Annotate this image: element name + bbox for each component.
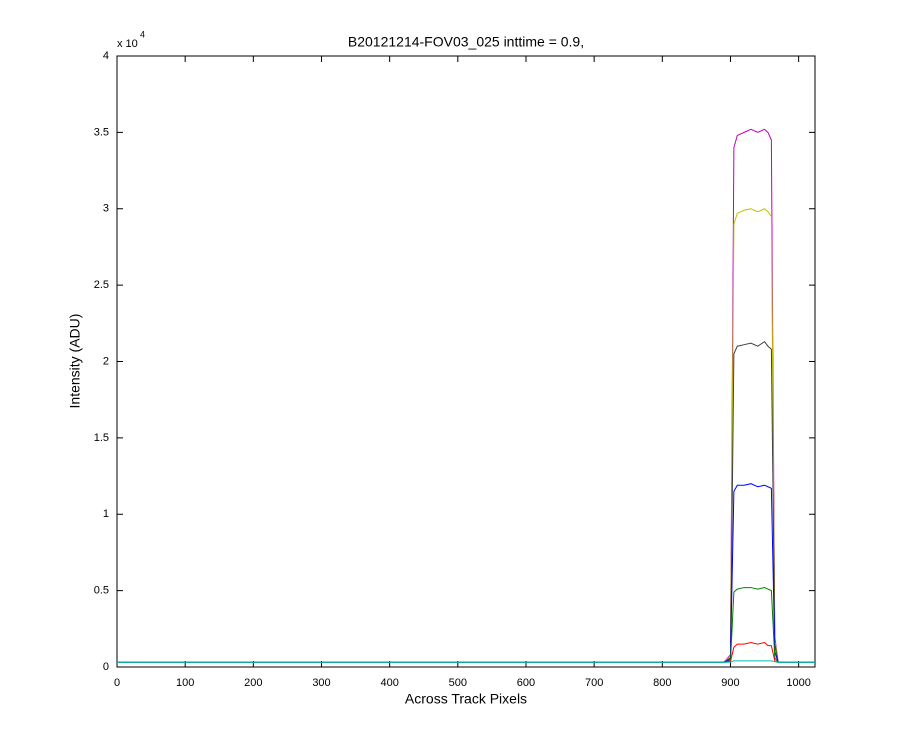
x-tick-label: 200 xyxy=(244,677,262,689)
y-tick-label: 4 xyxy=(103,50,109,62)
y-tick-label: 2.5 xyxy=(94,279,109,291)
x-tick-label: 600 xyxy=(517,677,535,689)
y-tick-label: 0 xyxy=(103,661,109,673)
y-exponent-base: x 10 xyxy=(117,38,138,50)
x-tick-label: 0 xyxy=(114,677,120,689)
y-axis-label: Intensity (ADU) xyxy=(67,314,83,409)
y-tick-label: 1 xyxy=(103,508,109,520)
y-tick-label: 1.5 xyxy=(94,432,109,444)
x-tick-label: 800 xyxy=(653,677,671,689)
x-tick-label: 400 xyxy=(380,677,398,689)
x-tick-label: 300 xyxy=(312,677,330,689)
y-tick-label: 3.5 xyxy=(94,126,109,138)
x-axis-label: Across Track Pixels xyxy=(405,691,527,707)
x-tick-label: 500 xyxy=(449,677,467,689)
x-tick-label: 700 xyxy=(585,677,603,689)
y-exponent: 4 xyxy=(140,29,145,39)
x-tick-label: 900 xyxy=(721,677,739,689)
y-tick-label: 0.5 xyxy=(94,585,109,597)
chart-title: B20121214-FOV03_025 inttime = 0.9, xyxy=(348,34,584,50)
y-tick-label: 2 xyxy=(103,355,109,367)
x-tick-label: 1000 xyxy=(786,677,810,689)
y-tick-label: 3 xyxy=(103,203,109,215)
plot-box xyxy=(116,55,816,668)
series-line xyxy=(117,660,815,663)
x-tick-label: 100 xyxy=(176,677,194,689)
